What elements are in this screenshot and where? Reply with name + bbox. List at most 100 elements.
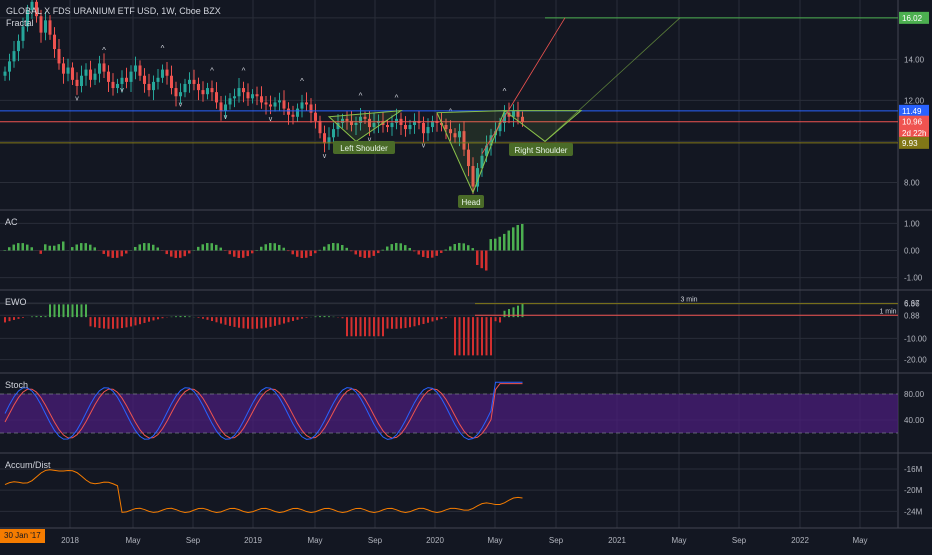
ac-bar bbox=[373, 251, 376, 256]
candle bbox=[395, 119, 398, 123]
candle bbox=[233, 96, 236, 98]
candle bbox=[134, 65, 137, 71]
candle bbox=[157, 78, 160, 82]
candle bbox=[67, 68, 70, 74]
ac-bar bbox=[215, 245, 218, 251]
candle bbox=[152, 82, 155, 90]
fractal-up-marker: ^ bbox=[242, 67, 246, 76]
ewo-bar bbox=[121, 317, 123, 328]
candle bbox=[193, 80, 196, 84]
ewo-bar bbox=[256, 317, 258, 329]
ewo-bar bbox=[126, 317, 128, 327]
ewo-bar bbox=[76, 304, 78, 317]
ad-pane-label: Accum/Dist bbox=[5, 460, 51, 470]
ac-bar bbox=[337, 243, 340, 250]
ac-bar bbox=[409, 248, 412, 251]
candle bbox=[148, 84, 151, 90]
candle bbox=[319, 121, 322, 133]
candle bbox=[130, 72, 133, 82]
ac-bar bbox=[508, 231, 511, 251]
fractal-down-marker: v bbox=[422, 143, 426, 150]
ac-bar bbox=[89, 245, 92, 251]
x-tick-label: May bbox=[487, 536, 502, 545]
fractal-down-marker: v bbox=[323, 153, 327, 160]
ewo-bar bbox=[252, 317, 254, 329]
candle bbox=[49, 20, 52, 34]
ewo-pane-label: EWO bbox=[5, 297, 27, 307]
ac-bar bbox=[440, 251, 443, 253]
y-tick-label: 80.00 bbox=[904, 390, 925, 399]
y-tick-label: -24M bbox=[904, 507, 923, 516]
ewo-bar bbox=[391, 317, 393, 329]
ewo-bar bbox=[472, 317, 474, 355]
ewo-bar bbox=[54, 304, 56, 317]
ewo-bar bbox=[346, 317, 348, 336]
ac-bar bbox=[175, 251, 178, 258]
ac-bar bbox=[436, 251, 439, 256]
x-tick-label: Sep bbox=[186, 536, 201, 545]
y-tick-label: 0.88 bbox=[904, 311, 920, 320]
y-tick-label: 40.00 bbox=[904, 416, 925, 425]
ac-bar bbox=[247, 251, 250, 257]
ewo-bar bbox=[198, 317, 200, 318]
price-label: 11.49 bbox=[902, 107, 922, 116]
ac-bar bbox=[413, 251, 416, 252]
ac-bar bbox=[512, 227, 515, 250]
ac-bar bbox=[53, 246, 56, 251]
candle bbox=[224, 104, 227, 110]
ac-bar bbox=[170, 251, 173, 257]
fractal-up-marker: ^ bbox=[359, 91, 363, 100]
ac-bar bbox=[341, 245, 344, 250]
ac-bar bbox=[242, 251, 245, 258]
ewo-bar bbox=[36, 316, 38, 317]
ewo-bar bbox=[243, 317, 245, 328]
y-tick-label: 12.00 bbox=[904, 96, 925, 105]
ac-bar bbox=[472, 248, 475, 250]
candle bbox=[305, 102, 308, 104]
y-tick-label: -1.00 bbox=[904, 274, 923, 283]
ewo-bar bbox=[130, 317, 132, 326]
ac-bar bbox=[332, 243, 335, 251]
candle bbox=[310, 104, 313, 112]
ewo-bar bbox=[4, 317, 6, 322]
ac-bar bbox=[422, 251, 425, 257]
ac-bar bbox=[400, 243, 403, 250]
ac-bar bbox=[107, 251, 110, 257]
candle bbox=[161, 70, 164, 78]
ac-bar bbox=[386, 247, 389, 251]
ewo-bar bbox=[135, 317, 137, 325]
ac-bar bbox=[305, 251, 308, 258]
ewo-bar bbox=[229, 317, 231, 326]
y-tick-label: -20M bbox=[904, 486, 923, 495]
ac-bar bbox=[431, 251, 434, 258]
candle bbox=[175, 88, 178, 96]
ac-bar bbox=[359, 251, 362, 257]
ewo-bar bbox=[279, 317, 281, 325]
candle bbox=[242, 88, 245, 92]
ewo-bar bbox=[459, 317, 461, 355]
ac-bar bbox=[184, 251, 187, 257]
ewo-bar bbox=[99, 317, 101, 328]
ac-bar bbox=[278, 245, 281, 251]
candle bbox=[314, 113, 317, 121]
ewo-bar bbox=[324, 316, 326, 317]
ac-bar bbox=[62, 241, 65, 250]
ac-bar bbox=[346, 248, 349, 251]
ewo-level-label: 1 min bbox=[879, 308, 896, 315]
ewo-bar bbox=[490, 317, 492, 355]
ewo-bar bbox=[225, 317, 227, 325]
candle bbox=[211, 88, 214, 92]
candle bbox=[197, 84, 200, 90]
ewo-bar bbox=[40, 316, 42, 317]
ewo-bar bbox=[396, 317, 398, 329]
ewo-bar bbox=[328, 316, 330, 317]
price-label: 10.96 bbox=[902, 118, 923, 127]
ewo-bar bbox=[189, 316, 191, 317]
candle bbox=[62, 63, 65, 73]
price-label: 16.02 bbox=[902, 14, 923, 23]
ac-bar bbox=[503, 234, 506, 251]
ewo-bar bbox=[504, 311, 506, 317]
candle bbox=[386, 125, 389, 127]
ac-bar bbox=[116, 251, 119, 258]
